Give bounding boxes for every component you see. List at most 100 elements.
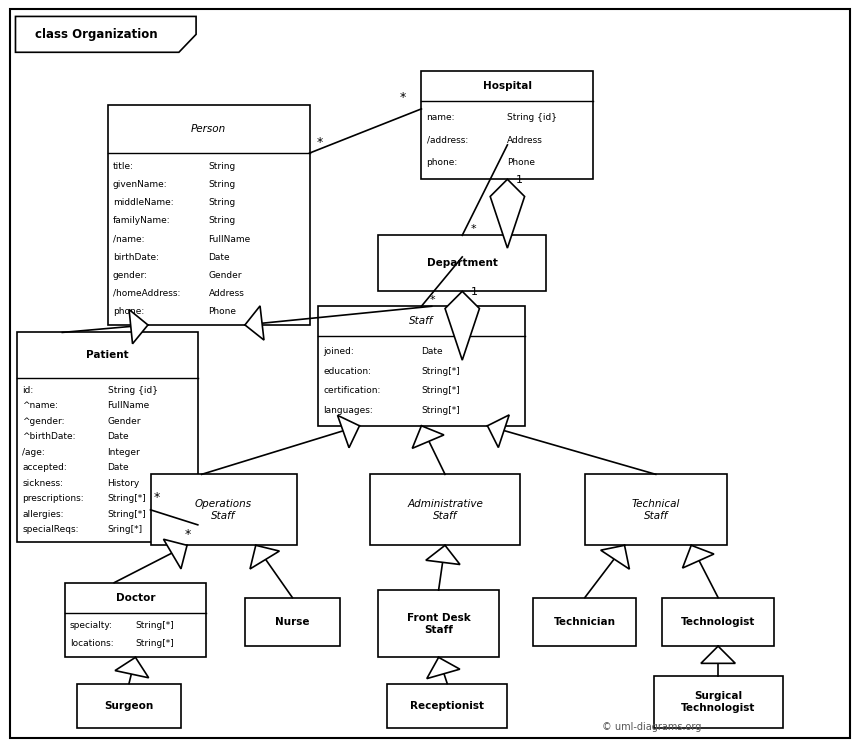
Bar bbox=[245, 598, 340, 646]
Polygon shape bbox=[600, 545, 630, 569]
Text: Integer: Integer bbox=[108, 447, 140, 456]
Text: String[*]: String[*] bbox=[135, 622, 175, 630]
Text: Patient: Patient bbox=[86, 350, 129, 360]
Bar bbox=[64, 583, 206, 657]
Text: © uml-diagrams.org: © uml-diagrams.org bbox=[602, 722, 702, 732]
Text: *: * bbox=[185, 528, 191, 542]
Text: FullName: FullName bbox=[208, 235, 251, 244]
Polygon shape bbox=[250, 545, 280, 569]
Bar bbox=[654, 676, 783, 728]
Bar bbox=[585, 474, 727, 545]
Polygon shape bbox=[490, 179, 525, 248]
Text: Technologist: Technologist bbox=[681, 617, 755, 627]
Bar bbox=[77, 684, 181, 728]
Text: ^birthDate:: ^birthDate: bbox=[22, 433, 76, 441]
Polygon shape bbox=[701, 646, 735, 663]
Polygon shape bbox=[426, 545, 460, 565]
Text: Operations
Staff: Operations Staff bbox=[195, 499, 252, 521]
Text: String: String bbox=[208, 162, 236, 171]
Text: Gender: Gender bbox=[108, 417, 141, 426]
Text: String {id}: String {id} bbox=[108, 385, 157, 394]
Polygon shape bbox=[427, 657, 460, 678]
Text: Sring[*]: Sring[*] bbox=[108, 525, 143, 534]
Text: Phone: Phone bbox=[507, 158, 536, 167]
Text: locations:: locations: bbox=[70, 639, 114, 648]
Text: allergies:: allergies: bbox=[22, 510, 64, 519]
Text: Address: Address bbox=[208, 289, 244, 298]
Text: Department: Department bbox=[427, 258, 498, 268]
Text: languages:: languages: bbox=[323, 406, 373, 415]
Text: FullName: FullName bbox=[108, 401, 150, 410]
Text: specialty:: specialty: bbox=[70, 622, 113, 630]
Text: History: History bbox=[108, 479, 139, 488]
Text: /name:: /name: bbox=[113, 235, 144, 244]
Text: Staff: Staff bbox=[409, 316, 433, 326]
Bar bbox=[17, 332, 198, 542]
Text: String[*]: String[*] bbox=[108, 495, 146, 503]
Text: Front Desk
Staff: Front Desk Staff bbox=[407, 613, 470, 634]
Bar bbox=[662, 598, 774, 646]
Text: /address:: /address: bbox=[427, 135, 468, 145]
Text: /age:: /age: bbox=[22, 447, 45, 456]
Text: phone:: phone: bbox=[427, 158, 458, 167]
Text: familyName:: familyName: bbox=[113, 217, 170, 226]
Text: String {id}: String {id} bbox=[507, 113, 557, 123]
Bar bbox=[370, 474, 520, 545]
Text: ^gender:: ^gender: bbox=[22, 417, 64, 426]
Text: *: * bbox=[430, 294, 436, 305]
Text: Hospital: Hospital bbox=[483, 81, 531, 91]
Text: class Organization: class Organization bbox=[35, 28, 158, 41]
Text: 1: 1 bbox=[516, 175, 523, 185]
Text: prescriptions:: prescriptions: bbox=[22, 495, 84, 503]
Text: middleName:: middleName: bbox=[113, 198, 173, 208]
Text: certification:: certification: bbox=[323, 386, 381, 395]
Text: Technical
Staff: Technical Staff bbox=[631, 499, 680, 521]
Text: *: * bbox=[471, 223, 476, 234]
Bar bbox=[150, 474, 297, 545]
Polygon shape bbox=[683, 545, 714, 568]
Text: String[*]: String[*] bbox=[421, 386, 460, 395]
Text: accepted:: accepted: bbox=[22, 463, 67, 472]
Text: birthDate:: birthDate: bbox=[113, 252, 158, 261]
Bar bbox=[533, 598, 636, 646]
Bar bbox=[387, 684, 507, 728]
Text: *: * bbox=[316, 136, 322, 149]
Bar bbox=[421, 71, 593, 179]
Text: Date: Date bbox=[421, 347, 443, 356]
Polygon shape bbox=[129, 309, 148, 344]
Text: phone:: phone: bbox=[113, 307, 144, 316]
Polygon shape bbox=[337, 415, 359, 447]
Text: Date: Date bbox=[108, 463, 129, 472]
Text: 1: 1 bbox=[471, 287, 478, 297]
Text: String: String bbox=[208, 180, 236, 189]
Text: String[*]: String[*] bbox=[108, 510, 146, 519]
Text: String[*]: String[*] bbox=[135, 639, 175, 648]
Text: Date: Date bbox=[108, 433, 129, 441]
Text: specialReqs:: specialReqs: bbox=[22, 525, 79, 534]
Text: *: * bbox=[400, 91, 406, 105]
Bar bbox=[108, 105, 310, 325]
Text: Phone: Phone bbox=[208, 307, 237, 316]
Text: String: String bbox=[208, 198, 236, 208]
Text: Person: Person bbox=[191, 124, 226, 134]
Text: Technician: Technician bbox=[554, 617, 616, 627]
Text: Surgeon: Surgeon bbox=[104, 701, 154, 711]
Text: /homeAddress:: /homeAddress: bbox=[113, 289, 180, 298]
Polygon shape bbox=[115, 657, 149, 678]
Text: Doctor: Doctor bbox=[116, 592, 155, 603]
Polygon shape bbox=[445, 291, 480, 360]
Polygon shape bbox=[245, 306, 264, 340]
Text: Date: Date bbox=[208, 252, 230, 261]
Text: title:: title: bbox=[113, 162, 133, 171]
Text: Gender: Gender bbox=[208, 270, 242, 279]
Text: sickness:: sickness: bbox=[22, 479, 64, 488]
Text: String[*]: String[*] bbox=[421, 367, 460, 376]
Text: Surgical
Technologist: Surgical Technologist bbox=[681, 692, 755, 713]
Bar bbox=[378, 235, 546, 291]
Text: ^name:: ^name: bbox=[22, 401, 58, 410]
Text: education:: education: bbox=[323, 367, 372, 376]
Text: String: String bbox=[208, 217, 236, 226]
Text: gender:: gender: bbox=[113, 270, 148, 279]
Bar bbox=[318, 306, 525, 426]
Text: *: * bbox=[154, 491, 160, 504]
